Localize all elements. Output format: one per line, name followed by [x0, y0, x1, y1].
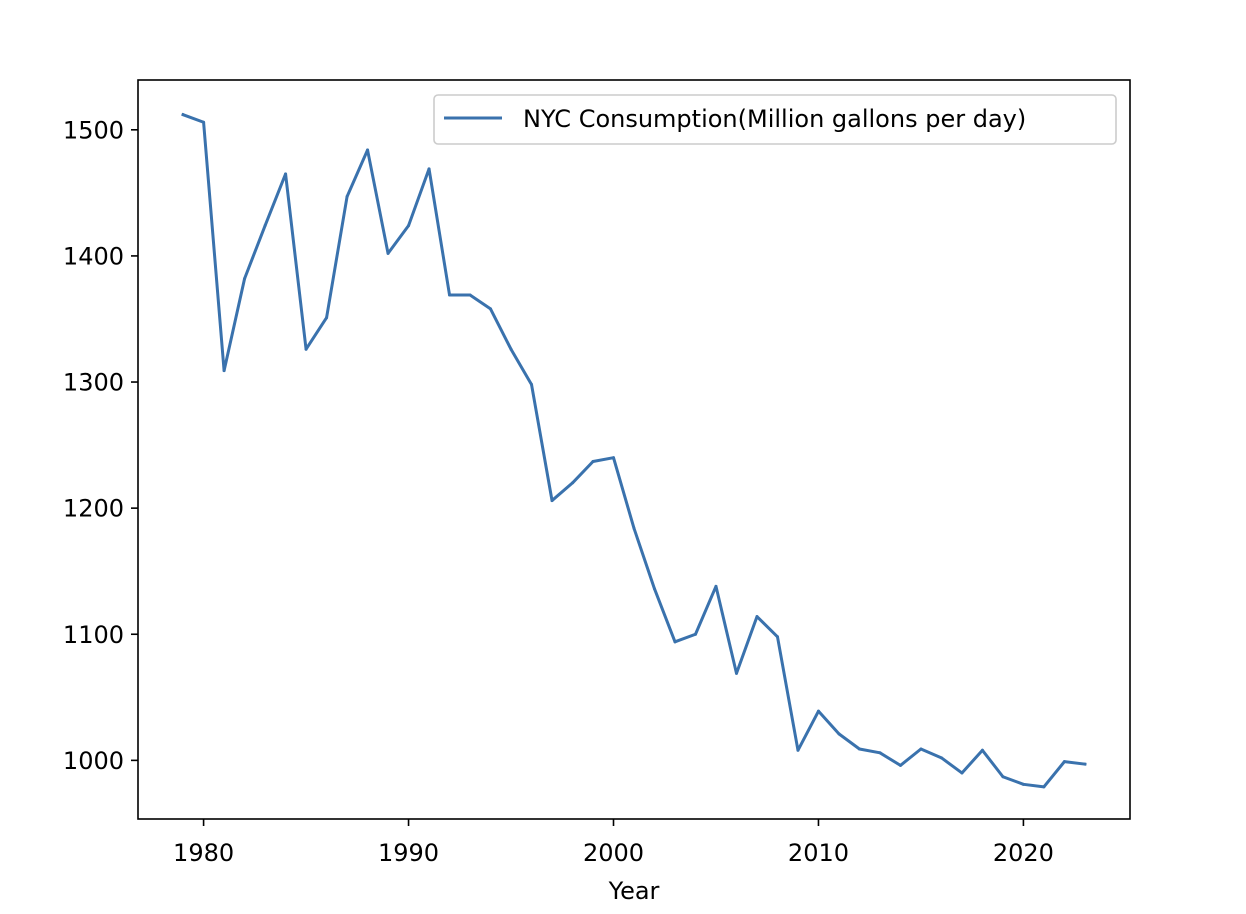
data-point-2023 [1083, 762, 1087, 766]
data-point-1985 [304, 347, 308, 351]
data-point-1981 [222, 369, 226, 373]
y-tick-label: 1100 [63, 621, 124, 649]
y-axis: 1000 1100 1200 1300 1400 1500 [63, 116, 138, 775]
data-point-2017 [960, 771, 964, 775]
data-point-2010 [816, 709, 820, 713]
data-point-2018 [980, 748, 984, 752]
data-point-2011 [837, 732, 841, 736]
plot-area [138, 80, 1130, 819]
x-axis: 1980 1990 2000 2010 2020 [173, 819, 1054, 867]
data-point-1993 [468, 293, 472, 297]
data-point-1982 [243, 277, 247, 281]
data-point-1980 [202, 120, 206, 124]
y-tick-label: 1200 [63, 495, 124, 523]
data-point-1998 [571, 481, 575, 485]
data-point-2002 [653, 587, 656, 591]
data-point-2020 [1021, 782, 1025, 786]
y-tick-label: 1300 [63, 369, 124, 397]
data-point-2006 [734, 671, 738, 675]
y-tick-label: 1400 [63, 242, 124, 270]
legend: NYC Consumption(Million gallons per day) [433, 94, 1117, 145]
data-point-2022 [1062, 760, 1066, 764]
legend-box [433, 94, 1117, 145]
x-tick-label: 1980 [173, 839, 234, 867]
data-point-2016 [939, 756, 943, 760]
data-point-2003 [673, 640, 677, 644]
data-point-2007 [755, 615, 759, 619]
data-point-2008 [775, 635, 779, 639]
x-tick-label: 2020 [993, 839, 1054, 867]
data-point-1986 [325, 316, 329, 320]
series-layer [181, 112, 1087, 789]
data-point-2021 [1042, 785, 1046, 789]
data-point-1997 [550, 499, 554, 503]
data-point-1979 [181, 113, 185, 117]
data-point-1987 [345, 195, 349, 199]
data-point-1990 [407, 224, 411, 228]
data-point-2013 [878, 751, 882, 755]
x-tick-label: 2000 [583, 839, 644, 867]
x-tick-label: 1990 [378, 839, 439, 867]
data-point-2001 [632, 526, 636, 530]
data-point-1996 [530, 383, 534, 387]
data-point-1999 [591, 459, 595, 463]
data-point-2000 [612, 456, 615, 460]
data-point-2014 [898, 763, 902, 767]
plot-frame [137, 79, 1131, 820]
data-point-2009 [796, 748, 800, 752]
y-tick-label: 1000 [63, 747, 124, 775]
data-point-2004 [693, 632, 697, 636]
data-point-2012 [857, 747, 861, 751]
data-point-1992 [448, 293, 452, 297]
data-point-2005 [714, 584, 718, 588]
x-tick-label: 2010 [788, 839, 849, 867]
data-point-1991 [427, 167, 431, 171]
data-point-1988 [366, 148, 370, 152]
legend-label: NYC Consumption(Million gallons per day) [523, 105, 1026, 133]
data-point-1989 [386, 251, 390, 255]
data-point-2019 [1001, 775, 1005, 779]
data-point-2015 [919, 747, 923, 751]
data-point-1994 [489, 307, 493, 311]
data-point-1995 [509, 347, 513, 351]
x-axis-label: Year [608, 877, 660, 905]
y-tick-label: 1500 [63, 116, 124, 144]
data-point-1983 [263, 224, 267, 228]
data-point-1984 [284, 172, 288, 176]
